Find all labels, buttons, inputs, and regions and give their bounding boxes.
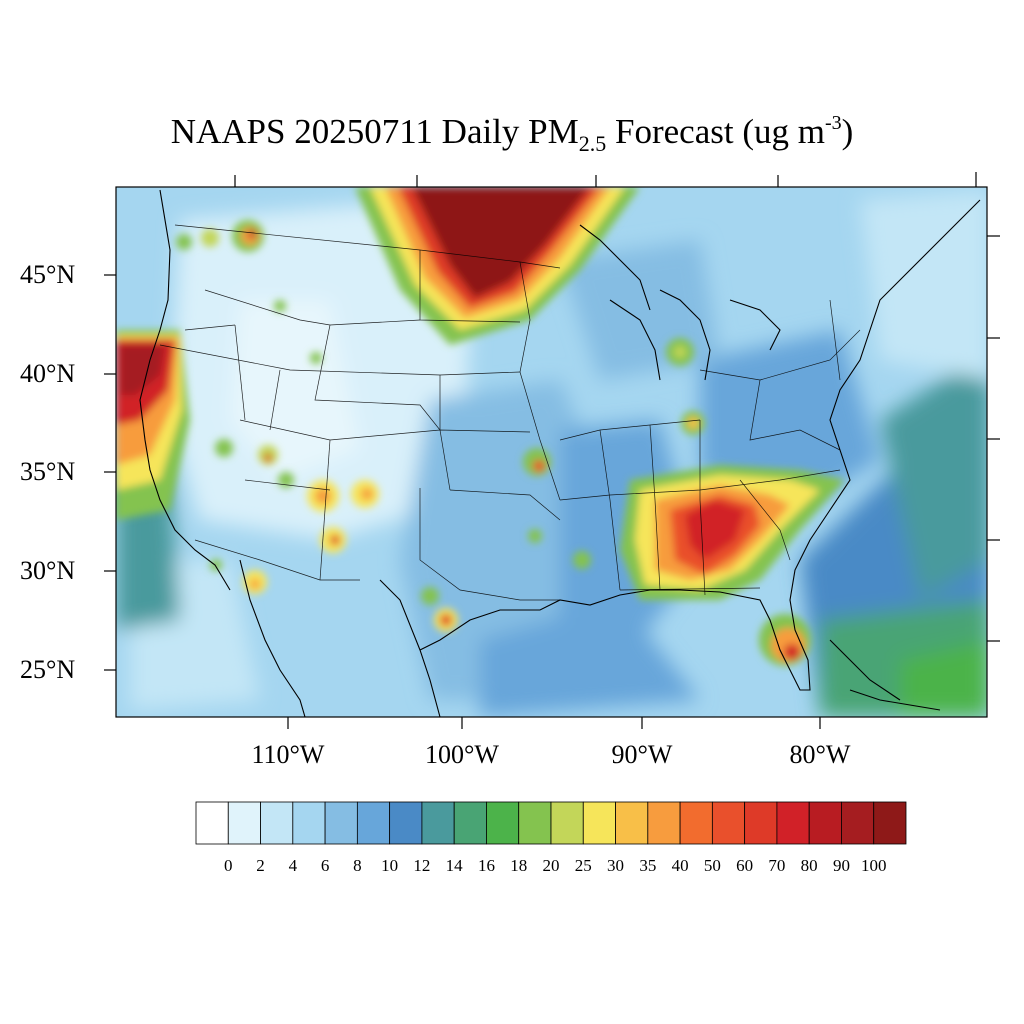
colorbar-tick-label: 14 [445,856,463,875]
lat-label-35n: 35°N [20,457,76,486]
colorbar-tick-label: 16 [477,856,495,875]
colorbar-swatch [260,801,294,845]
lat-label-40n: 40°N [20,359,76,388]
colorbar-swatch [550,801,584,845]
colorbar-swatch [615,801,649,845]
colorbar-tick-label: 70 [768,856,786,875]
colorbar-swatch [227,801,261,845]
colorbar-tick-label: 8 [353,856,362,875]
colorbar-swatch [582,801,616,845]
colorbar-tick-label: 30 [607,856,625,875]
colorbar-swatch [486,801,520,845]
colorbar-tick-label: 100 [860,856,887,875]
colorbar-swatch [711,801,746,845]
colorbar-tick-label: 90 [832,856,850,875]
colorbar-swatch [324,801,358,845]
colorbar-swatch [292,801,326,845]
colorbar-tick-label: 4 [288,856,298,875]
colorbar-swatch [744,801,778,845]
axis-ticks [104,172,1000,729]
colorbar-tick-label: 20 [542,856,560,875]
lat-label-25n: 25°N [20,655,76,684]
colorbar-swatch [389,801,423,845]
title-superscript: -3 [824,112,842,134]
colorbar-tick-label: 40 [671,856,689,875]
colorbar-tick-label: 25 [574,856,592,875]
colorbar-swatch [453,801,487,845]
colorbar [195,801,907,845]
colorbar-swatch [808,801,842,845]
lon-label-100w: 100°W [425,740,499,769]
colorbar-swatch [356,801,391,845]
colorbar-labels: 0 2 4 6 8 10 12 14 16 18 20 25 30 35 40 50 60 70 80 90 100 [0,856,1024,880]
colorbar-tick-label: 50 [703,856,721,875]
colorbar-swatch [841,801,875,845]
title-end: ) [841,112,854,151]
colorbar-tick-label: 10 [381,856,399,875]
map-title: NAAPS 20250711 Daily PM2.5 Forecast (ug … [0,112,1024,157]
colorbar-swatch [421,801,455,845]
colorbar-swatch [776,801,810,845]
colorbar-tick-label: 12 [413,856,431,875]
lon-label-110w: 110°W [251,740,325,769]
lat-label-45n: 45°N [20,260,76,289]
colorbar-tick-label: 0 [224,856,233,875]
colorbar-swatch [679,801,713,845]
map-frame [115,186,988,718]
title-main: NAAPS 20250711 Daily PM [170,112,579,151]
lon-label-80w: 80°W [789,740,851,769]
lat-label-30n: 30°N [20,556,76,585]
colorbar-tick-label: 60 [736,856,754,875]
colorbar-tick-label: 35 [639,856,657,875]
colorbar-tick-label: 18 [510,856,528,875]
title-subscript: 2.5 [578,131,607,156]
title-rest: Forecast (ug m [606,112,825,151]
colorbar-swatch [873,801,907,845]
colorbar-swatch [518,801,552,845]
pm25-field [116,187,987,717]
colorbar-swatch [647,801,681,845]
colorbar-tick-label: 2 [256,856,265,875]
coastlines [139,189,981,717]
colorbar-tick-label: 6 [320,856,330,875]
colorbar-swatch [195,801,229,845]
colorbar-tick-label: 80 [800,856,818,875]
lon-label-90w: 90°W [611,740,673,769]
state-boundaries [159,224,861,601]
